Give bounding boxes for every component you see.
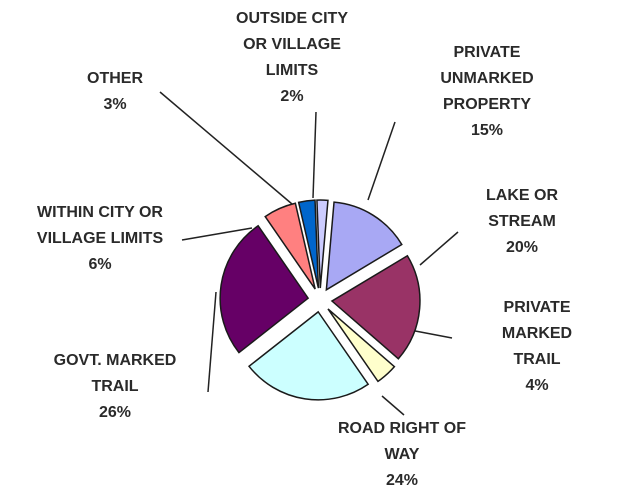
- pie-slice: [330, 254, 421, 360]
- category-label: LAKE OR STREAM: [486, 187, 558, 230]
- leader-line: [367, 121, 396, 201]
- leader-line: [207, 291, 217, 393]
- slice-label: OTHER 3%: [87, 66, 143, 118]
- category-label: WITHIN CITY OR VILLAGE LIMITS: [36, 204, 164, 247]
- value-label: 15%: [470, 122, 504, 139]
- slice-label: WITHIN CITY OR VILLAGE LIMITS 6%: [37, 200, 163, 278]
- leader-line: [381, 395, 405, 416]
- category-label: ROAD RIGHT OF WAY: [338, 420, 466, 463]
- category-label: PRIVATE MARKED TRAIL: [501, 299, 573, 368]
- leader-line: [159, 91, 293, 205]
- value-label: 20%: [505, 239, 539, 256]
- slice-label: GOVT. MARKED TRAIL 26%: [54, 348, 177, 426]
- value-label: 4%: [525, 377, 549, 394]
- pie-slice: [219, 224, 310, 354]
- leader-line: [181, 227, 253, 241]
- slice-label: OUTSIDE CITY OR VILLAGE LIMITS 2%: [236, 6, 348, 110]
- value-label: 2%: [280, 88, 304, 105]
- value-label: 24%: [385, 472, 419, 489]
- leader-line: [419, 231, 459, 266]
- value-label: 6%: [88, 256, 112, 273]
- slice-label: LAKE OR STREAM 20%: [486, 183, 558, 261]
- category-label: OTHER: [87, 70, 143, 87]
- category-label: OUTSIDE CITY OR VILLAGE LIMITS: [235, 10, 349, 79]
- pie-slice: [247, 310, 370, 401]
- pie-slice: [325, 201, 403, 292]
- pie-slice: [327, 308, 396, 383]
- pie-slice: [264, 202, 316, 290]
- pie-slice: [316, 199, 329, 289]
- slice-label: PRIVATE UNMARKED PROPERTY 15%: [440, 40, 533, 144]
- value-label: 3%: [103, 96, 127, 113]
- slice-label: PRIVATE MARKED TRAIL 4%: [496, 295, 579, 399]
- category-label: PRIVATE UNMARKED PROPERTY: [440, 44, 534, 113]
- value-label: 26%: [98, 404, 132, 421]
- category-label: GOVT. MARKED TRAIL: [53, 352, 177, 395]
- slice-label: ROAD RIGHT OF WAY 24%: [338, 416, 466, 493]
- pie-slice: [297, 199, 320, 289]
- leader-line: [409, 329, 453, 339]
- leader-line: [312, 111, 317, 199]
